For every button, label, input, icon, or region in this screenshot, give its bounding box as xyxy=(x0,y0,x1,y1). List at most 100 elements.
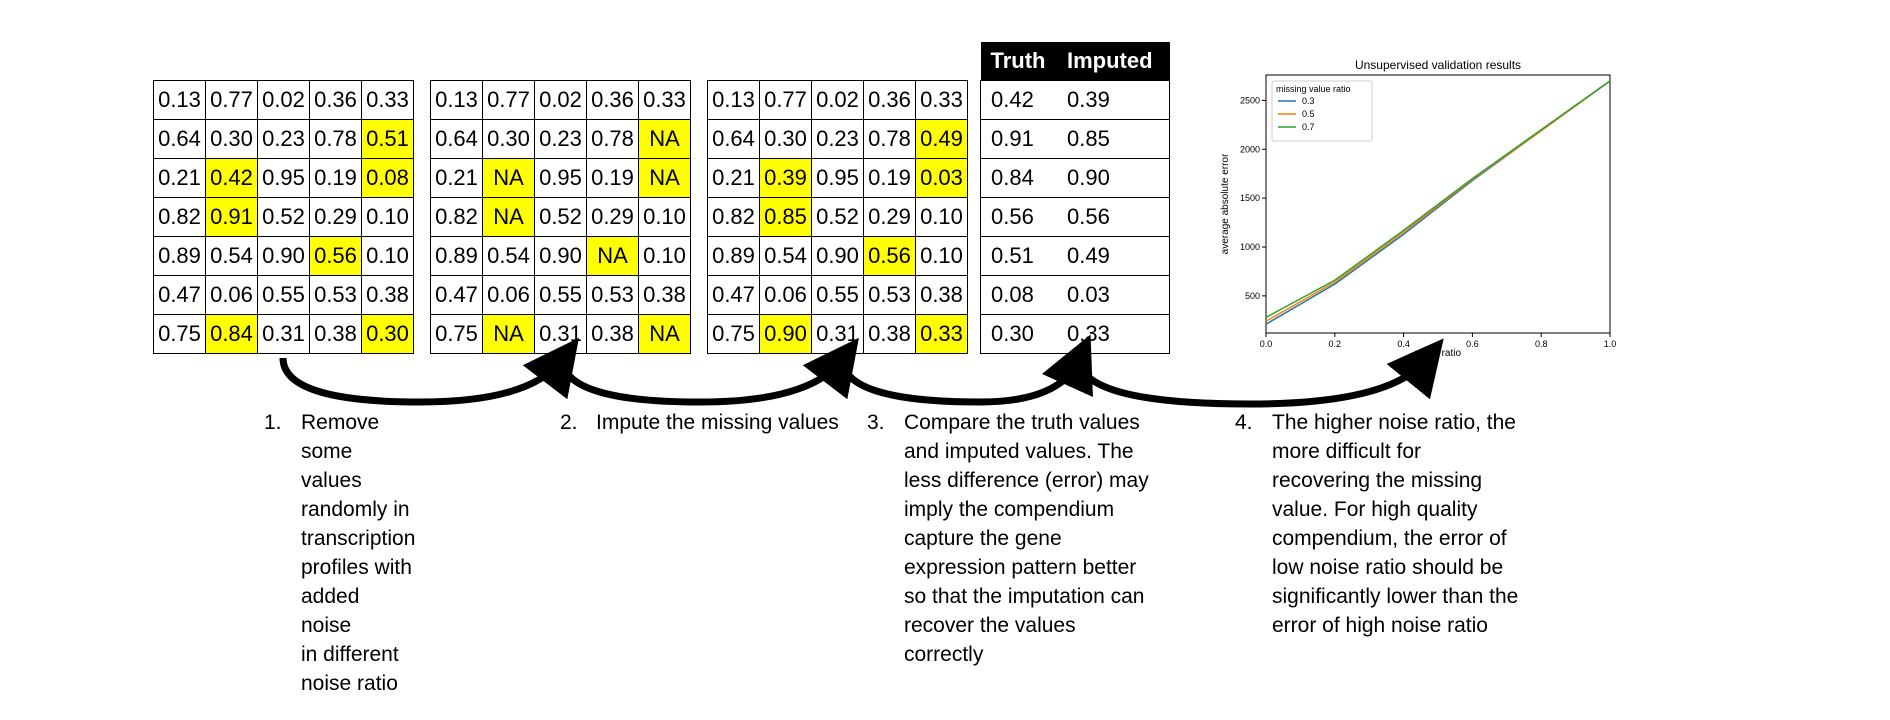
step-1-line: randomly in transcription xyxy=(301,498,416,550)
y-tick-label: 500 xyxy=(1245,291,1260,301)
validation-chart: Unsupervised validation results 0.0 0.2 0.… xyxy=(1220,58,1616,359)
matrix-cell: 0.54 xyxy=(205,236,258,276)
matrix-cell: 0.19 xyxy=(309,158,362,198)
step-4-line: recovering the missing xyxy=(1272,469,1483,492)
imputed-value: 0.39 xyxy=(1057,80,1170,120)
highlighted-cell: 0.08 xyxy=(361,158,414,198)
step-1-line: profiles with added noise xyxy=(301,556,412,637)
step-4-line: low noise ratio should be xyxy=(1272,556,1504,579)
y-tick-label: 2000 xyxy=(1240,144,1260,154)
matrix-cell: 0.13 xyxy=(153,80,206,120)
matrix-cell: 0.33 xyxy=(638,80,691,120)
imputed-matrix: 0.13 0.77 0.02 0.36 0.33 0.64 0.30 0.23 0.78 0.49… xyxy=(707,80,968,354)
legend-entry: 0.7 xyxy=(1302,122,1315,132)
truth-value: 0.42 xyxy=(980,80,1057,120)
matrix-cell: 0.10 xyxy=(638,236,691,276)
truth-value: 0.08 xyxy=(980,275,1057,315)
matrix-cell: 0.02 xyxy=(257,80,310,120)
arrow-4 xyxy=(1075,338,1444,408)
matrix-cell: 0.55 xyxy=(811,275,864,315)
highlighted-cell: NA xyxy=(586,236,639,276)
matrix-row: 0.64 0.30 0.23 0.78 NA xyxy=(430,119,691,159)
matrix-cell: 0.82 xyxy=(707,197,760,237)
highlighted-cell: 0.85 xyxy=(759,197,812,237)
matrix-cell: 0.95 xyxy=(811,158,864,198)
matrix-cell: 0.10 xyxy=(361,236,414,276)
matrix-cell: 0.13 xyxy=(430,80,483,120)
chart-title: Unsupervised validation results xyxy=(1355,58,1521,72)
matrix-cell: 0.64 xyxy=(707,119,760,159)
matrix-cell: 0.23 xyxy=(811,119,864,159)
matrix-cell: 0.36 xyxy=(586,80,639,120)
matrix-row: 0.89 0.54 0.90 0.56 0.10 xyxy=(707,236,968,276)
matrix-cell: 0.13 xyxy=(707,80,760,120)
arrow-2 xyxy=(558,337,859,406)
highlighted-cell: NA xyxy=(482,158,535,198)
legend: missing value ratio 0.3 0.5 0.7 xyxy=(1271,80,1373,142)
highlighted-cell: 0.91 xyxy=(205,197,258,237)
matrix-cell: 0.47 xyxy=(707,275,760,315)
matrix-cell: 0.77 xyxy=(759,80,812,120)
x-tick-label: 0.0 xyxy=(1260,339,1273,349)
step-3-line: less difference (error) may xyxy=(904,469,1149,492)
truth-imputed-row: 0.42 0.39 xyxy=(980,80,1170,120)
highlighted-cell: 0.90 xyxy=(759,314,812,354)
step-3-line: correctly xyxy=(904,643,984,666)
highlighted-cell: 0.49 xyxy=(915,119,968,159)
x-tick-label: 0.2 xyxy=(1329,339,1342,349)
matrix-cell: 0.75 xyxy=(707,314,760,354)
truth-imputed-row: 0.91 0.85 xyxy=(980,119,1170,159)
matrix-cell: 0.02 xyxy=(811,80,864,120)
matrix-cell: 0.47 xyxy=(153,275,206,315)
matrix-cell: 0.75 xyxy=(430,314,483,354)
step-3-line: so that the imputation can xyxy=(904,585,1145,608)
highlighted-cell: NA xyxy=(482,197,535,237)
matrix-row: 0.89 0.54 0.90 NA 0.10 xyxy=(430,236,691,276)
matrix-cell: 0.29 xyxy=(863,197,916,237)
legend-entry: 0.3 xyxy=(1302,96,1315,106)
matrix-cell: 0.10 xyxy=(915,236,968,276)
matrix-cell: 0.10 xyxy=(915,197,968,237)
highlighted-cell: 0.51 xyxy=(361,119,414,159)
matrix-cell: 0.47 xyxy=(430,275,483,315)
step-2-line: Impute the missing values xyxy=(596,411,839,434)
matrix-cell: 0.19 xyxy=(863,158,916,198)
imputed-value: 0.49 xyxy=(1057,236,1170,276)
matrix-cell: 0.53 xyxy=(863,275,916,315)
matrix-cell: 0.53 xyxy=(586,275,639,315)
y-tick-label: 1000 xyxy=(1240,242,1260,252)
step-4-line: more difficult for xyxy=(1272,440,1421,463)
matrix-row: 0.82 NA 0.52 0.29 0.10 xyxy=(430,197,691,237)
matrix-cell: 0.64 xyxy=(430,119,483,159)
matrix-row: 0.13 0.77 0.02 0.36 0.33 xyxy=(430,80,691,120)
matrix-cell: 0.06 xyxy=(482,275,535,315)
step-1-line: in different noise ratio xyxy=(301,643,399,695)
matrix-cell: 0.10 xyxy=(638,197,691,237)
step-3-line: Compare the truth values xyxy=(904,411,1140,434)
legend-title: missing value ratio xyxy=(1276,84,1351,94)
imputed-header: Imputed xyxy=(1057,42,1170,81)
matrix-cell: 0.23 xyxy=(257,119,310,159)
x-tick-label: 0.6 xyxy=(1466,339,1479,349)
step-3-line: recover the values xyxy=(904,614,1076,637)
highlighted-cell: 0.30 xyxy=(361,314,414,354)
axis-ticks: 0.0 0.2 0.4 0.6 0.8 1.0 500 1000 1500 2000 2500 xyxy=(1240,95,1616,349)
step-4-line: value. For high quality xyxy=(1272,498,1478,521)
truth-imputed-table: Truth Imputed 0.42 0.39 0.91 0.85 0.84 0.90 0.… xyxy=(980,42,1170,354)
matrix-cell: 0.52 xyxy=(257,197,310,237)
x-axis-label: noise ratio xyxy=(1415,348,1462,359)
highlighted-cell: NA xyxy=(638,158,691,198)
matrix-row: 0.64 0.30 0.23 0.78 0.49 xyxy=(707,119,968,159)
highlighted-cell: NA xyxy=(638,119,691,159)
imputed-value: 0.03 xyxy=(1057,275,1170,315)
matrix-row: 0.47 0.06 0.55 0.53 0.38 xyxy=(153,275,414,315)
matrix-cell: 0.38 xyxy=(915,275,968,315)
matrix-cell: 0.38 xyxy=(586,314,639,354)
truth-imputed-row: 0.56 0.56 xyxy=(980,197,1170,237)
legend-entry: 0.5 xyxy=(1302,109,1315,119)
truth-imputed-row: 0.08 0.03 xyxy=(980,275,1170,315)
step-3-line: and imputed values. The xyxy=(904,440,1134,463)
matrix-row: 0.47 0.06 0.55 0.53 0.38 xyxy=(707,275,968,315)
matrix-cell: 0.38 xyxy=(863,314,916,354)
